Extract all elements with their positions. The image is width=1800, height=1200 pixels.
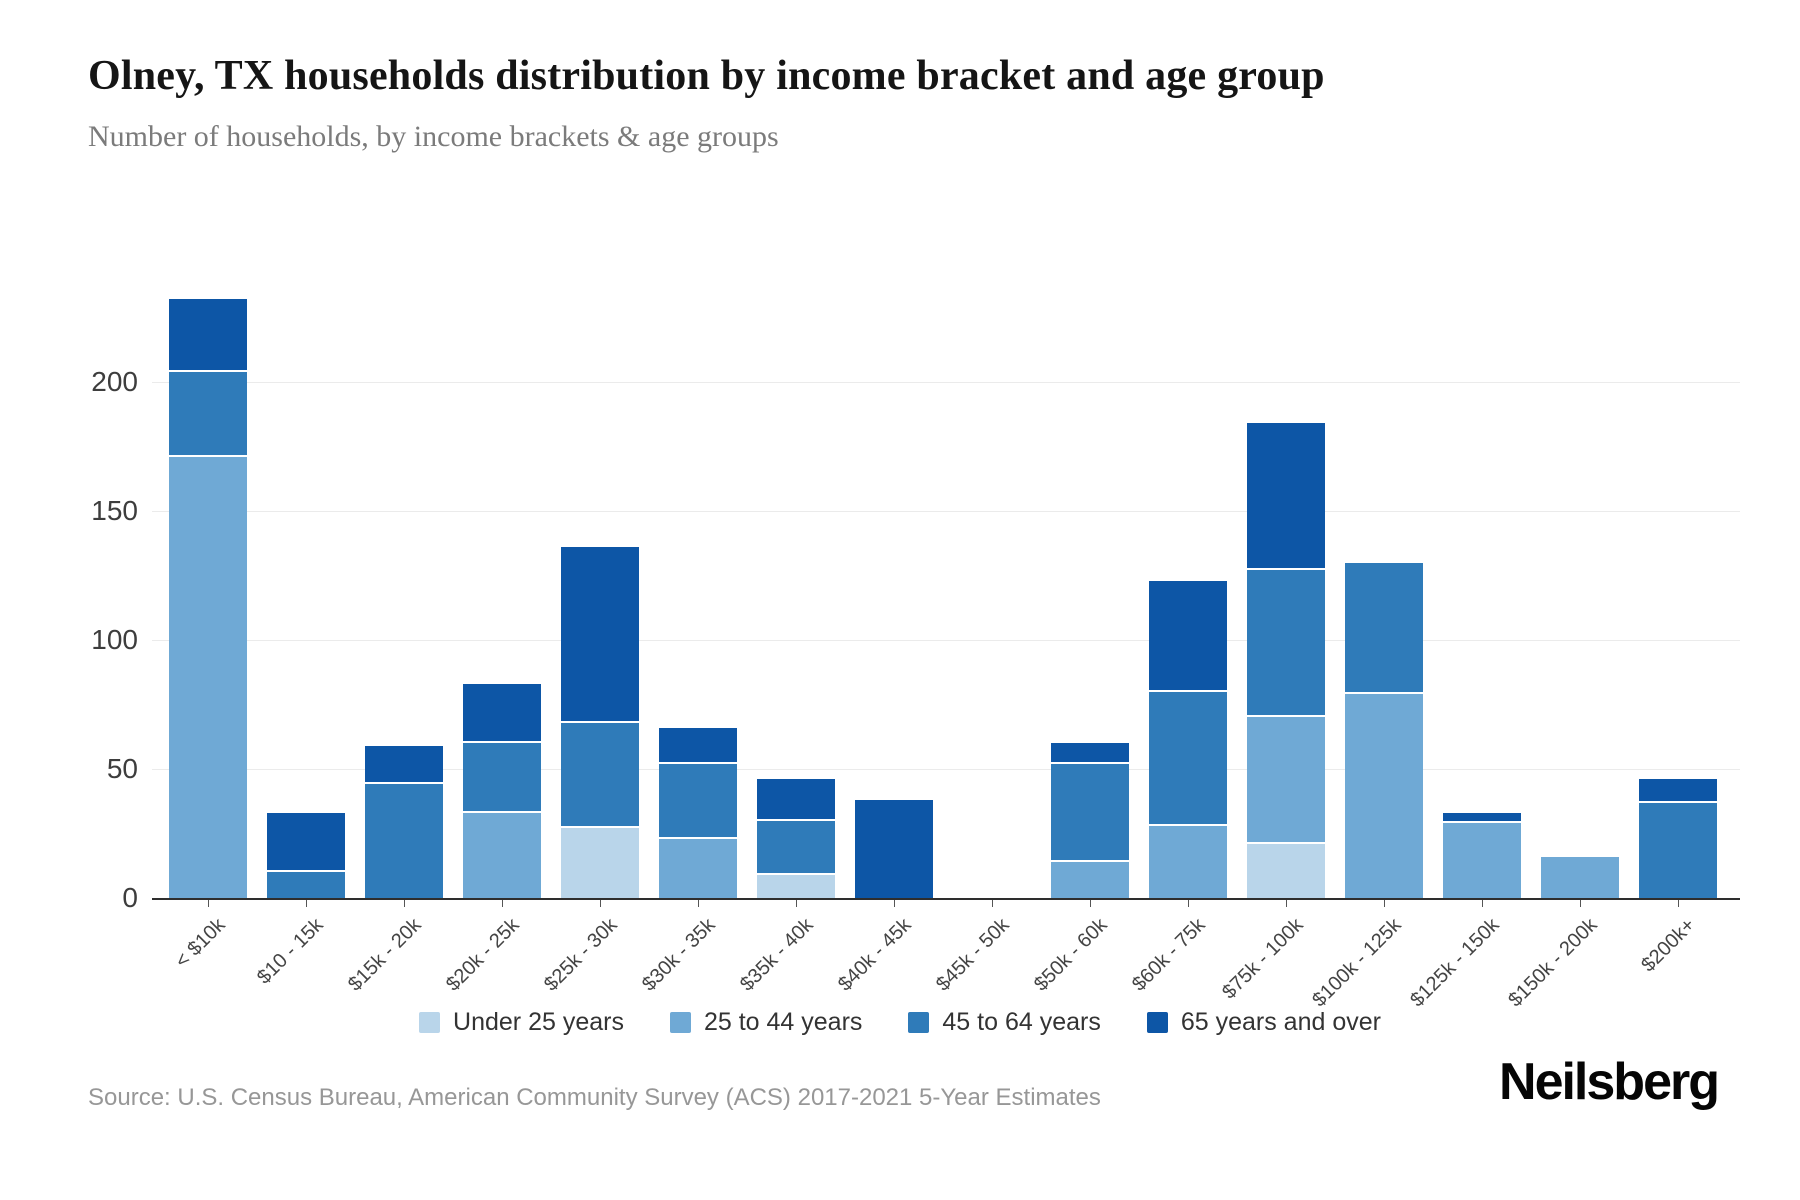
legend-swatch [419, 1012, 441, 1033]
y-gridline [152, 382, 1740, 383]
x-axis-tick [502, 900, 503, 907]
y-gridline [152, 769, 1740, 770]
bar-segment [1247, 717, 1325, 844]
x-axis-tick [1188, 900, 1189, 907]
legend-swatch [669, 1012, 691, 1033]
bar-segment [855, 799, 933, 898]
x-axis-tick [894, 900, 895, 907]
bar-segment [561, 722, 639, 829]
bar-segment [1247, 570, 1325, 718]
chart-legend: Under 25 years 25 to 44 years 45 to 64 yea… [0, 1008, 1800, 1037]
bar-segment [1247, 423, 1325, 571]
legend-item: Under 25 years [419, 1008, 624, 1037]
bar-segment [1051, 861, 1129, 898]
legend-label: 45 to 64 years [942, 1008, 1101, 1036]
bar-segment [267, 812, 345, 873]
bar-segment [757, 820, 835, 875]
page-title: Olney, TX households distribution by inc… [88, 53, 1325, 99]
bar-segment [1149, 825, 1227, 898]
bar-segment [1149, 580, 1227, 692]
bar-segment [169, 456, 247, 898]
legend-swatch [1146, 1012, 1168, 1033]
y-axis-tick-label: 200 [91, 366, 138, 397]
neilsberg-logo: Neilsberg [1499, 1053, 1720, 1111]
bar-segment [1443, 823, 1521, 898]
y-gridline [152, 511, 1740, 512]
bar-segment [1149, 691, 1227, 826]
x-axis-tick [992, 900, 993, 907]
x-axis-tick [1678, 900, 1679, 907]
bar-segment [1345, 694, 1423, 898]
bar-segment [757, 779, 835, 821]
bar-segment [1639, 779, 1717, 803]
bar-segment [561, 547, 639, 723]
bar-segment [561, 828, 639, 898]
x-axis-tick [404, 900, 405, 907]
bar-segment [659, 838, 737, 898]
x-axis-tick [1580, 900, 1581, 907]
legend-item: 45 to 64 years [908, 1008, 1101, 1037]
bar-segment [1051, 763, 1129, 862]
bar-segment [1247, 843, 1325, 898]
x-axis-tick [306, 900, 307, 907]
legend-item: 65 years and over [1146, 1008, 1381, 1037]
bar-segment [757, 874, 835, 898]
bar-segment [659, 763, 737, 839]
bar-segment [169, 371, 247, 457]
x-axis-tick [1482, 900, 1483, 907]
x-axis-tick [208, 900, 209, 907]
legend-swatch [908, 1012, 930, 1033]
y-axis-tick-label: 0 [122, 882, 138, 913]
bar-segment [1541, 856, 1619, 898]
y-axis-tick-label: 50 [106, 753, 138, 784]
x-axis-tick [698, 900, 699, 907]
page-subtitle: Number of households, by income brackets… [88, 120, 779, 153]
y-gridline [152, 640, 1740, 641]
legend-label: 25 to 44 years [703, 1008, 863, 1036]
y-axis-tick-label: 100 [91, 624, 138, 655]
bar-segment [365, 745, 443, 785]
bar-segment [463, 683, 541, 744]
x-axis-tick [1384, 900, 1385, 907]
source-attribution: Source: U.S. Census Bureau, American Com… [88, 1084, 1101, 1111]
bar-segment [659, 727, 737, 764]
x-axis-tick [600, 900, 601, 907]
bar-segment [463, 743, 541, 813]
y-axis-tick-label: 150 [91, 495, 138, 526]
bar-segment [1051, 743, 1129, 764]
bar-segment [1443, 812, 1521, 824]
bar-segment [267, 872, 345, 898]
x-axis-line [152, 898, 1740, 900]
x-axis-tick [1286, 900, 1287, 907]
bar-segment [1345, 562, 1423, 695]
legend-item: 25 to 44 years [669, 1008, 863, 1037]
bar-segment [463, 812, 541, 898]
legend-label: Under 25 years [453, 1008, 624, 1036]
bar-segment [169, 299, 247, 372]
legend-label: 65 years and over [1180, 1008, 1381, 1036]
bar-segment [365, 784, 443, 898]
x-axis-tick [796, 900, 797, 907]
bar-segment [1639, 802, 1717, 898]
x-axis-tick [1090, 900, 1091, 907]
